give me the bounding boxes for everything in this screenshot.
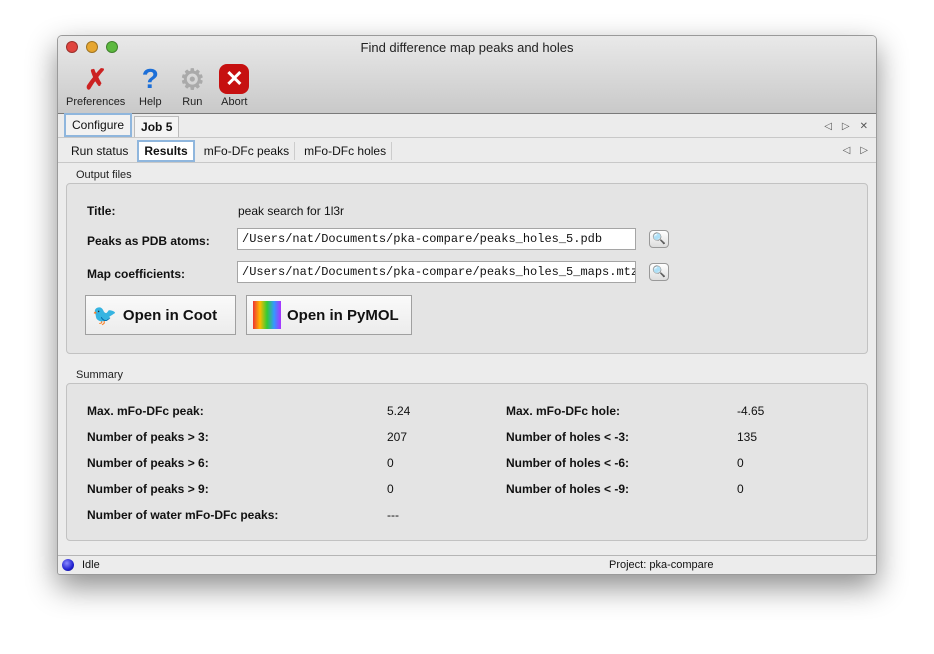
title-bar: Find difference map peaks and holes ✗ Pre… <box>58 36 876 114</box>
app-window: Find difference map peaks and holes ✗ Pre… <box>57 35 877 575</box>
open-in-coot-button[interactable]: 🐦 Open in Coot <box>85 295 236 335</box>
title-value: peak search for 1l3r <box>238 204 345 218</box>
wrench-screwdriver-icon: ✗ <box>83 63 108 95</box>
abort-label: Abort <box>221 96 248 108</box>
project-name: Project: pka-compare <box>609 559 714 571</box>
pdb-path-field[interactable]: /Users/nat/Documents/pka-compare/peaks_h… <box>237 228 636 250</box>
subtab-peaks[interactable]: mFo-DFc peaks <box>199 142 296 160</box>
max-hole-value: -4.65 <box>737 404 765 418</box>
map-label: Map coefficients: <box>87 267 186 281</box>
peaks-gt3-label: Number of peaks > 3: <box>87 430 209 444</box>
holes-lt6-label: Number of holes < -6: <box>506 456 630 470</box>
holes-lt6-value: 0 <box>737 456 744 470</box>
status-text: Idle <box>82 559 100 571</box>
question-icon: ? <box>141 63 159 94</box>
max-hole-label: Max. mFo-DFc hole: <box>506 404 621 418</box>
abort-button[interactable]: ✕ Abort <box>217 62 251 108</box>
output-files-label: Output files <box>76 169 132 181</box>
status-bar: Idle Project: pka-compare <box>58 555 876 574</box>
holes-lt3-value: 135 <box>737 430 758 444</box>
peaks-gt3-value: 207 <box>387 430 408 444</box>
pymol-icon <box>253 301 281 329</box>
gear-icon: ⚙ <box>179 63 205 95</box>
magnifier-icon: 🔍 <box>652 233 666 245</box>
holes-lt9-value: 0 <box>737 482 744 496</box>
result-subtabs: Run status Results mFo-DFc peaks mFo-DFc… <box>58 140 876 163</box>
map-path-field[interactable]: /Users/nat/Documents/pka-compare/peaks_h… <box>237 261 636 283</box>
subtab-run-status[interactable]: Run status <box>71 144 129 158</box>
peaks-gt6-label: Number of peaks > 6: <box>87 456 209 470</box>
open-in-pymol-label: Open in PyMOL <box>287 306 399 324</box>
peaks-gt6-value: 0 <box>387 456 394 470</box>
peaks-gt9-value: 0 <box>387 482 394 496</box>
preferences-button[interactable]: ✗ Preferences <box>66 62 126 109</box>
tab-left-arrow-icon[interactable]: ◁ <box>824 121 832 132</box>
open-in-pymol-button[interactable]: Open in PyMOL <box>246 295 412 335</box>
status-indicator-icon <box>62 559 74 571</box>
subtab-left-arrow-icon[interactable]: ◁ <box>842 145 851 156</box>
peaks-gt9-label: Number of peaks > 9: <box>87 482 209 496</box>
close-tab-icon[interactable]: ✕ <box>859 121 868 132</box>
water-peaks-label: Number of water mFo-DFc peaks: <box>87 508 279 522</box>
browse-pdb-button[interactable]: 🔍 <box>649 230 669 248</box>
tab-configure[interactable]: Configure <box>64 113 133 137</box>
water-peaks-value: --- <box>387 508 399 522</box>
run-label: Run <box>182 96 203 108</box>
help-label: Help <box>139 96 162 108</box>
subtab-results[interactable]: Results <box>137 140 195 162</box>
subtab-holes[interactable]: mFo-DFc holes <box>299 142 393 160</box>
browse-map-button[interactable]: 🔍 <box>649 263 669 281</box>
magnifier-icon: 🔍 <box>652 266 666 278</box>
help-button[interactable]: ? Help <box>133 62 167 108</box>
run-button[interactable]: ⚙ Run <box>175 62 209 109</box>
close-window-button[interactable] <box>66 41 78 53</box>
zoom-window-button[interactable] <box>106 41 118 53</box>
preferences-label: Preferences <box>66 96 126 108</box>
coot-bird-icon: 🐦 <box>92 304 117 327</box>
job-tabs: Configure Job 5 ◁ ▷ ✕ <box>58 113 876 138</box>
window-title: Find difference map peaks and holes <box>360 40 574 55</box>
max-peak-value: 5.24 <box>387 404 411 418</box>
minimize-window-button[interactable] <box>86 41 98 53</box>
title-label: Title: <box>87 204 116 218</box>
pdb-label: Peaks as PDB atoms: <box>87 234 210 248</box>
tab-job-5[interactable]: Job 5 <box>134 116 180 137</box>
tab-right-arrow-icon[interactable]: ▷ <box>841 121 850 132</box>
holes-lt9-label: Number of holes < -9: <box>506 482 630 496</box>
output-files-group: Title: peak search for 1l3r Peaks as PDB… <box>66 183 868 354</box>
summary-group: Max. mFo-DFc peak: 5.24 Number of peaks … <box>66 383 868 541</box>
max-peak-label: Max. mFo-DFc peak: <box>87 404 204 418</box>
subtab-right-arrow-icon[interactable]: ▷ <box>860 145 868 156</box>
holes-lt3-label: Number of holes < -3: <box>506 430 630 444</box>
summary-label: Summary <box>76 369 124 381</box>
stop-x-icon: ✕ <box>217 62 251 96</box>
open-in-coot-label: Open in Coot <box>122 306 218 324</box>
